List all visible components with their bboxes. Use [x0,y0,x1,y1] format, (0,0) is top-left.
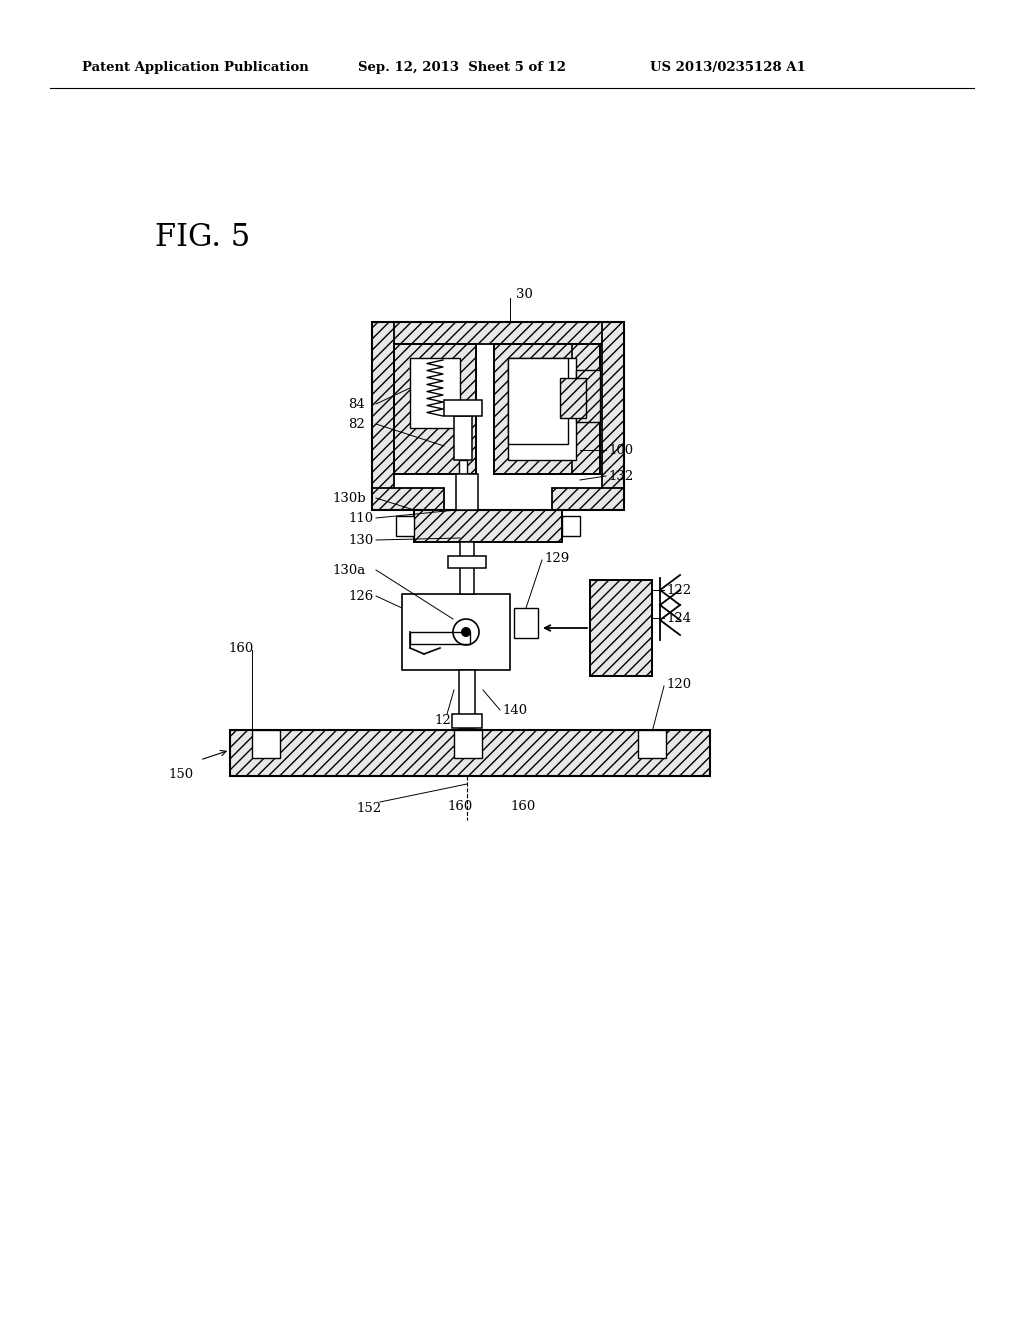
Bar [230,730,710,776]
Bar [414,510,562,543]
Text: 126: 126 [348,590,374,602]
Bar [572,345,600,474]
Bar [460,543,474,594]
Bar [410,632,470,644]
Text: 160: 160 [510,800,536,813]
Bar [372,488,444,510]
Bar [590,579,652,676]
Bar [444,400,482,416]
Text: 130b: 130b [332,491,366,504]
Bar [454,730,482,758]
Text: 122: 122 [666,583,691,597]
Bar [638,730,666,758]
Text: 84: 84 [348,397,365,411]
Bar [514,609,538,638]
Text: 160: 160 [228,642,253,655]
Text: Sep. 12, 2013  Sheet 5 of 12: Sep. 12, 2013 Sheet 5 of 12 [358,62,566,74]
Text: 130a: 130a [332,564,366,577]
Bar [230,730,710,776]
Text: US 2013/0235128 A1: US 2013/0235128 A1 [650,62,806,74]
Text: 150: 150 [168,767,194,780]
Circle shape [461,627,471,638]
Text: 110: 110 [348,511,373,524]
Text: 160: 160 [447,800,472,813]
Bar [590,579,652,676]
Bar [410,358,460,428]
Bar [454,416,472,459]
Text: 129: 129 [544,552,569,565]
Bar [494,345,586,474]
Bar [372,322,624,345]
Text: 128: 128 [434,714,459,726]
Bar [459,459,467,474]
Bar [494,345,600,474]
Text: 130: 130 [348,533,374,546]
Bar [562,516,580,536]
Bar [459,671,475,729]
Text: FIG. 5: FIG. 5 [155,223,250,253]
Text: 82: 82 [348,417,365,430]
Bar [394,345,476,474]
Text: Patent Application Publication: Patent Application Publication [82,62,309,74]
Bar [394,345,476,474]
Bar [552,488,624,510]
Bar [452,714,482,729]
Bar [494,345,600,474]
Bar [456,474,478,510]
Bar [602,322,624,510]
Text: 152: 152 [356,801,381,814]
Text: 30: 30 [516,288,532,301]
Text: 132: 132 [608,470,633,483]
Text: 124: 124 [666,611,691,624]
Bar [449,556,486,568]
Bar [372,322,394,510]
Bar [402,594,510,671]
Bar [252,730,280,758]
Bar [508,358,568,444]
Text: 100: 100 [608,444,633,457]
Bar [575,370,600,422]
Text: 140: 140 [502,704,527,717]
Bar [508,358,575,459]
Text: 120: 120 [666,677,691,690]
Bar [560,378,586,418]
Bar [414,510,562,543]
Bar [396,516,414,536]
Bar [372,322,624,510]
